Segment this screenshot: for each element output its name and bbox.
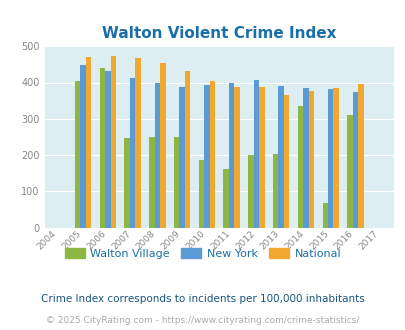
Bar [184,71,190,228]
Bar [352,91,357,228]
Bar [333,88,338,228]
Bar [75,81,80,228]
Bar [105,71,110,228]
Bar [173,137,179,228]
Bar [272,154,278,228]
Title: Walton Violent Crime Index: Walton Violent Crime Index [102,26,336,41]
Bar [223,169,228,228]
Bar [303,88,308,228]
Bar [247,155,253,228]
Bar [322,203,327,228]
Text: Crime Index corresponds to incidents per 100,000 inhabitants: Crime Index corresponds to incidents per… [41,294,364,304]
Bar [160,63,165,228]
Bar [124,138,130,228]
Bar [297,106,303,228]
Bar [283,95,289,228]
Bar [327,89,333,228]
Bar [204,85,209,228]
Bar [110,56,116,228]
Bar [228,82,234,228]
Legend: Walton Village, New York, National: Walton Village, New York, National [60,244,345,263]
Bar [308,91,313,228]
Bar [234,87,239,228]
Bar [80,65,85,228]
Bar [278,86,283,228]
Text: © 2025 CityRating.com - https://www.cityrating.com/crime-statistics/: © 2025 CityRating.com - https://www.city… [46,316,359,325]
Bar [357,84,363,228]
Bar [154,82,160,228]
Bar [99,68,105,228]
Bar [209,81,215,228]
Bar [149,137,154,228]
Bar [346,115,352,228]
Bar [198,160,204,228]
Bar [179,87,184,228]
Bar [253,80,258,228]
Bar [258,87,264,228]
Bar [135,58,141,228]
Bar [85,57,91,228]
Bar [130,78,135,228]
